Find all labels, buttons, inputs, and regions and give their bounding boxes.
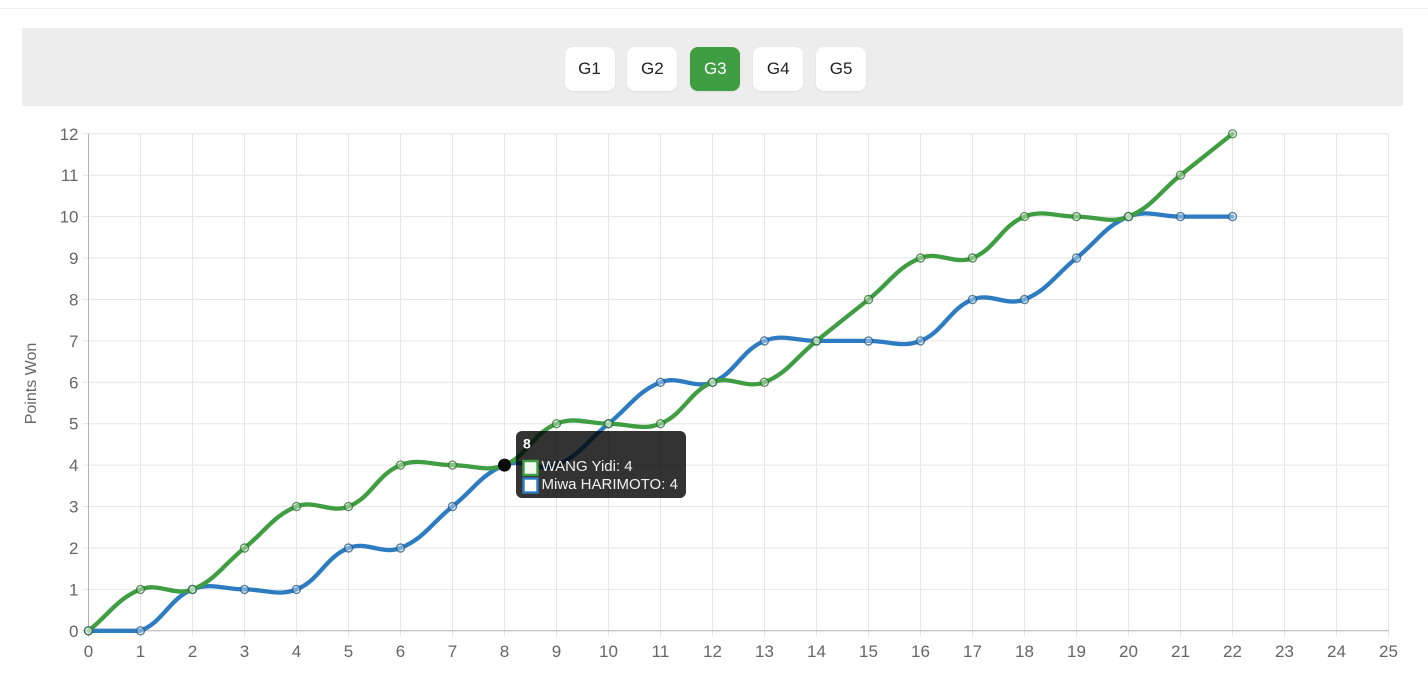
svg-text:13: 13 bbox=[755, 642, 774, 661]
svg-text:7: 7 bbox=[448, 642, 457, 661]
svg-text:20: 20 bbox=[1119, 642, 1138, 661]
svg-text:25: 25 bbox=[1379, 642, 1398, 661]
svg-text:4: 4 bbox=[292, 642, 301, 661]
svg-text:6: 6 bbox=[69, 373, 78, 392]
svg-text:15: 15 bbox=[859, 642, 878, 661]
svg-text:11: 11 bbox=[652, 642, 670, 661]
svg-text:1: 1 bbox=[69, 580, 78, 599]
svg-text:22: 22 bbox=[1223, 642, 1242, 661]
svg-text:2: 2 bbox=[69, 539, 78, 558]
svg-text:0: 0 bbox=[84, 642, 93, 661]
svg-text:5: 5 bbox=[69, 415, 78, 434]
svg-text:8: 8 bbox=[69, 291, 78, 310]
svg-text:19: 19 bbox=[1067, 642, 1086, 661]
svg-text:18: 18 bbox=[1015, 642, 1034, 661]
svg-text:7: 7 bbox=[69, 332, 78, 351]
svg-text:0: 0 bbox=[69, 622, 78, 641]
svg-text:11: 11 bbox=[61, 166, 79, 185]
svg-text:WANG Yidi: 4: WANG Yidi: 4 bbox=[542, 458, 633, 475]
svg-text:2: 2 bbox=[188, 642, 197, 661]
svg-text:9: 9 bbox=[552, 642, 561, 661]
svg-text:1: 1 bbox=[136, 642, 145, 661]
svg-text:Points Won: Points Won bbox=[23, 343, 40, 425]
svg-text:14: 14 bbox=[807, 642, 826, 661]
svg-text:12: 12 bbox=[60, 125, 79, 144]
svg-text:4: 4 bbox=[69, 456, 78, 475]
svg-text:21: 21 bbox=[1171, 642, 1190, 661]
svg-text:10: 10 bbox=[60, 208, 79, 227]
svg-text:16: 16 bbox=[911, 642, 930, 661]
svg-text:Miwa HARIMOTO: 4: Miwa HARIMOTO: 4 bbox=[542, 476, 678, 493]
svg-text:8: 8 bbox=[500, 642, 509, 661]
svg-text:10: 10 bbox=[599, 642, 618, 661]
svg-text:5: 5 bbox=[344, 642, 353, 661]
svg-text:3: 3 bbox=[240, 642, 249, 661]
svg-text:9: 9 bbox=[69, 249, 78, 268]
svg-text:8: 8 bbox=[523, 436, 531, 452]
svg-text:17: 17 bbox=[963, 642, 982, 661]
svg-text:24: 24 bbox=[1327, 642, 1346, 661]
svg-text:12: 12 bbox=[703, 642, 722, 661]
svg-text:23: 23 bbox=[1275, 642, 1294, 661]
svg-text:6: 6 bbox=[396, 642, 405, 661]
svg-text:3: 3 bbox=[69, 498, 78, 517]
